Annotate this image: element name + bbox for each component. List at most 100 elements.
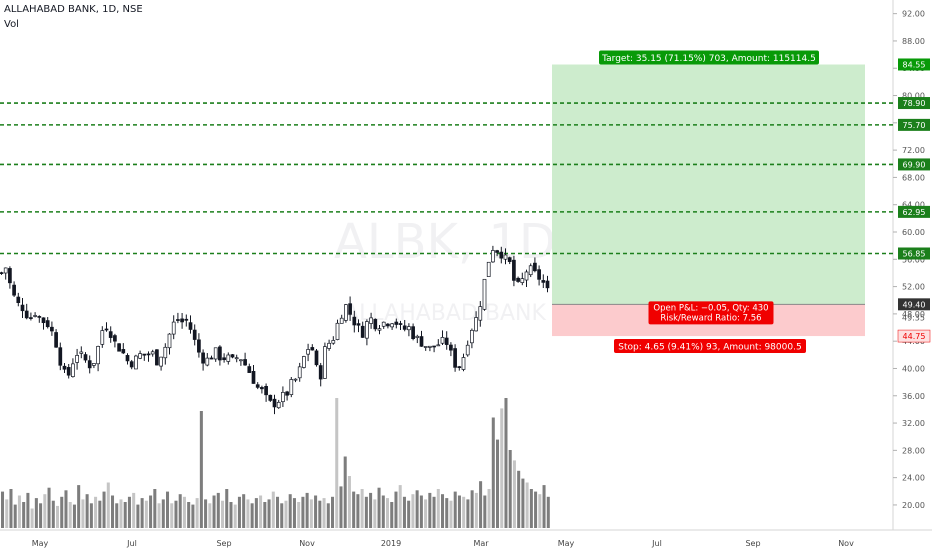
y-tick-label: 92.00 — [902, 10, 925, 19]
volume-bar — [51, 500, 55, 528]
y-tick-label: 20.00 — [902, 501, 925, 510]
volume-bar — [326, 503, 330, 528]
volume-bar — [250, 503, 254, 528]
volume-bar — [390, 502, 394, 528]
volume-bar — [500, 408, 504, 528]
candle-body — [297, 366, 302, 379]
stop-price-label: 44.75 — [903, 332, 926, 341]
volume-bar — [208, 503, 212, 528]
volume-bar — [13, 504, 17, 528]
volume-bar — [288, 494, 292, 528]
candle-body — [377, 328, 382, 331]
y-tick-label: 52.00 — [902, 283, 925, 292]
volume-bar — [254, 498, 258, 528]
volume-bar — [474, 492, 478, 528]
x-tick-label: 2019 — [381, 539, 401, 548]
candle-body — [234, 357, 239, 360]
candle-body — [205, 357, 210, 366]
candle-body — [360, 325, 365, 338]
volume-bar — [466, 499, 470, 528]
x-tick-label: Jul — [651, 539, 662, 548]
axis-secondary-price-label: 49.35 — [902, 313, 925, 322]
candle-body — [255, 384, 260, 388]
volume-bar — [525, 482, 529, 528]
volume-bar — [335, 398, 339, 528]
volume-bar — [191, 504, 195, 528]
level-price-label: 56.85 — [903, 249, 926, 258]
volume-indicator-label: Vol — [4, 19, 19, 30]
candle-body — [402, 325, 407, 330]
candle-body — [155, 349, 159, 366]
volume-bar — [352, 491, 356, 528]
volume-bar — [9, 489, 13, 528]
volume-bar — [178, 494, 182, 528]
volume-bar — [237, 496, 241, 528]
candle-body — [45, 320, 50, 328]
candle-body — [125, 355, 130, 362]
volume-bar — [68, 502, 72, 528]
candle-body — [213, 347, 218, 360]
candle-body — [335, 322, 340, 340]
volume-bar — [72, 504, 76, 528]
volume-bar — [534, 491, 538, 528]
y-tick-label: 64.00 — [902, 201, 925, 210]
volume-bar — [229, 502, 233, 528]
candle-body — [541, 280, 546, 283]
candle-body — [12, 284, 16, 296]
target-price-badge — [898, 58, 930, 71]
candle-body — [62, 365, 67, 370]
volume-bar — [233, 504, 237, 528]
candle-body — [113, 335, 117, 342]
candle-body — [507, 257, 512, 262]
volume-bar — [318, 500, 322, 528]
candle-body — [104, 328, 109, 331]
candle-body — [222, 357, 226, 361]
volume-bar — [85, 494, 89, 528]
candle-body — [29, 317, 33, 319]
volume-bar — [157, 503, 161, 528]
volume-bar — [161, 499, 165, 528]
candle-body — [251, 371, 256, 384]
volume-bar — [199, 411, 203, 528]
level-price-badge — [898, 118, 930, 131]
volume-bar — [407, 500, 411, 528]
candle-body — [293, 378, 298, 381]
candle-body — [226, 354, 231, 362]
target-info-label: Target: 35.15 (71.15%) 703, Amount: 1151… — [601, 54, 816, 64]
y-tick-label: 24.00 — [902, 474, 925, 483]
x-tick-label: Jul — [126, 539, 137, 548]
volume-bar — [166, 491, 170, 528]
candle-body — [302, 356, 306, 368]
candle-body — [163, 346, 168, 359]
candle-body — [314, 350, 319, 366]
candle-body — [411, 326, 415, 340]
candle-body — [37, 316, 42, 318]
volume-bar — [301, 496, 305, 528]
volume-bar — [98, 500, 102, 528]
level-price-label: 75.70 — [903, 121, 926, 130]
volume-bar — [22, 502, 26, 528]
candle-body — [306, 349, 310, 355]
candle-body — [171, 321, 176, 335]
volume-bar — [123, 502, 127, 528]
volume-bar — [508, 450, 512, 528]
candle-body — [142, 353, 147, 356]
y-tick-label: 56.00 — [902, 255, 925, 264]
volume-bar — [360, 489, 364, 528]
volume-bar — [292, 498, 296, 528]
candle-body — [386, 323, 390, 327]
x-tick-label: Nov — [299, 539, 315, 548]
volume-bar — [271, 491, 275, 528]
volume-bar — [322, 498, 326, 528]
volume-bar — [504, 398, 508, 528]
candle-body — [268, 394, 273, 401]
candle-body — [453, 348, 457, 368]
candle-body — [41, 317, 46, 324]
volume-bar — [432, 496, 436, 528]
candle-body — [260, 387, 264, 390]
last-price-badge — [898, 298, 930, 311]
volume-bar — [182, 496, 186, 528]
volume-bar — [428, 492, 432, 528]
level-price-label: 78.90 — [903, 99, 926, 108]
